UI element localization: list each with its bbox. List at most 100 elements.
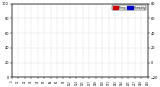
Point [56, 43, 58, 44]
Point [39, 50, 41, 51]
Point [131, 43, 133, 45]
Point [16, 19, 19, 21]
Point [92, 23, 95, 25]
Point [119, 34, 122, 35]
Point [141, 46, 143, 47]
Point [100, 34, 103, 35]
Point [22, 36, 24, 37]
Point [12, 49, 14, 50]
Point [122, 35, 124, 37]
Point [49, 40, 52, 41]
Point [90, 25, 92, 26]
Point [81, 32, 83, 34]
Point [107, 34, 109, 35]
Point [86, 41, 89, 43]
Point [108, 22, 110, 23]
Point [15, 18, 17, 19]
Point [110, 23, 113, 25]
Point [110, 35, 113, 37]
Point [35, 51, 38, 52]
Point [69, 31, 72, 32]
Point [117, 32, 120, 34]
Point [24, 40, 27, 41]
Point [134, 44, 137, 46]
Point [45, 47, 48, 48]
Point [69, 43, 72, 44]
Point [90, 40, 92, 41]
Point [35, 34, 38, 35]
Point [137, 21, 140, 23]
Point [140, 19, 142, 21]
Point [56, 29, 58, 30]
Point [112, 26, 115, 28]
Point [74, 35, 76, 37]
Point [72, 34, 74, 35]
Point [76, 36, 79, 37]
Point [106, 21, 108, 22]
Point [133, 25, 135, 26]
Point [60, 23, 63, 25]
Point [67, 28, 70, 29]
Point [38, 35, 40, 37]
Point [52, 44, 55, 46]
Point [73, 44, 75, 46]
Point [18, 52, 21, 53]
Point [13, 14, 15, 15]
Point [126, 32, 129, 34]
Point [12, 12, 14, 13]
Point [128, 30, 131, 32]
Point [66, 41, 68, 43]
Point [63, 22, 65, 23]
Point [117, 38, 120, 40]
Point [103, 32, 106, 34]
Point [51, 36, 54, 37]
Point [15, 50, 17, 51]
Point [144, 15, 147, 16]
Point [76, 46, 79, 47]
Point [97, 36, 99, 37]
Point [124, 41, 126, 43]
Point [28, 52, 31, 54]
Point [135, 23, 138, 25]
Legend: Temp, Humidity: Temp, Humidity [112, 5, 146, 10]
Point [103, 19, 106, 21]
Point [31, 36, 33, 37]
Point [88, 26, 90, 28]
Point [42, 38, 45, 40]
Point [26, 41, 29, 43]
Point [40, 37, 42, 38]
Point [28, 40, 31, 41]
Point [94, 22, 97, 23]
Point [42, 49, 45, 50]
Point [17, 21, 20, 23]
Point [99, 19, 101, 21]
Point [93, 38, 96, 40]
Point [22, 52, 24, 54]
Point [19, 29, 22, 30]
Point [147, 47, 149, 48]
Point [59, 41, 62, 43]
Point [80, 44, 82, 46]
Point [78, 35, 81, 36]
Point [25, 53, 28, 54]
Point [115, 29, 117, 31]
Point [47, 41, 49, 43]
Point [114, 37, 116, 38]
Point [49, 46, 52, 47]
Point [14, 16, 16, 18]
Point [32, 52, 34, 53]
Point [97, 21, 99, 22]
Point [147, 12, 149, 13]
Point [53, 32, 56, 34]
Point [124, 35, 126, 36]
Point [83, 43, 85, 44]
Point [63, 40, 65, 41]
Point [142, 18, 144, 19]
Point [120, 40, 123, 41]
Point [144, 46, 147, 48]
Point [127, 43, 130, 44]
Point [65, 25, 67, 26]
Point [137, 45, 140, 46]
Point [44, 40, 47, 41]
Point [101, 18, 104, 19]
